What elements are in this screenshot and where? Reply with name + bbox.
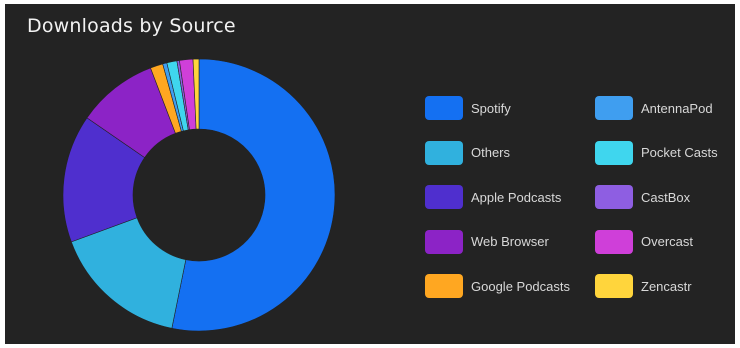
legend-swatch xyxy=(595,185,633,209)
slice-others[interactable] xyxy=(70,217,187,329)
legend-item-apple-podcasts[interactable]: Apple Podcasts xyxy=(425,185,561,209)
legend-label: Pocket Casts xyxy=(641,145,718,160)
legend-swatch xyxy=(425,185,463,209)
donut-chart xyxy=(62,58,336,332)
legend-item-antennapod[interactable]: AntennaPod xyxy=(595,96,713,120)
legend-swatch xyxy=(425,274,463,298)
legend-label: Apple Podcasts xyxy=(471,189,562,205)
legend-label: Overcast xyxy=(641,234,694,249)
legend-item-overcast[interactable]: Overcast xyxy=(595,229,694,254)
slice-spotify[interactable] xyxy=(171,58,336,332)
legend-swatch xyxy=(595,229,633,254)
legend-item-web-browser[interactable]: Web Browser xyxy=(425,229,549,254)
legend-item-spotify[interactable]: Spotify xyxy=(425,96,511,120)
legend-swatch xyxy=(595,140,633,165)
legend-label: Google Podcasts xyxy=(471,278,571,294)
legend-label: Web Browser xyxy=(471,234,549,249)
card-title: Downloads by Source xyxy=(27,15,236,37)
legend-label: CastBox xyxy=(641,189,691,205)
chart-legend: Spotify AntennaPod Others Pocket Casts Apple… xyxy=(5,4,735,344)
legend-item-castbox[interactable]: CastBox xyxy=(595,185,690,209)
legend-swatch xyxy=(425,140,463,165)
legend-swatch xyxy=(425,96,463,120)
legend-item-others[interactable]: Others xyxy=(425,140,511,165)
legend-label: Zencastr xyxy=(641,278,692,294)
downloads-by-source-card: Downloads by Source Spotify AntennaPod Oth… xyxy=(5,4,735,344)
legend-swatch xyxy=(425,229,463,254)
legend-item-zencastr[interactable]: Zencastr xyxy=(595,274,692,298)
legend-label: Spotify xyxy=(471,100,511,116)
legend-swatch xyxy=(595,96,633,120)
legend-label: AntennaPod xyxy=(641,100,713,116)
legend-label: Others xyxy=(471,145,511,160)
legend-item-pocket-casts[interactable]: Pocket Casts xyxy=(595,140,718,165)
legend-swatch xyxy=(595,274,633,298)
slice-zencastr[interactable] xyxy=(192,58,200,130)
legend-item-google-podcasts[interactable]: Google Podcasts xyxy=(425,274,570,298)
